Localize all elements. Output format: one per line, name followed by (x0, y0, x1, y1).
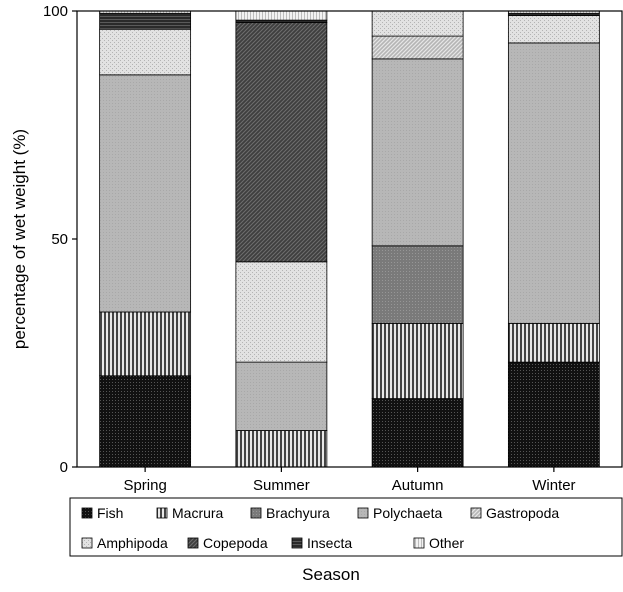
legend-label-copepoda: Copepoda (203, 535, 268, 551)
bar-segment-amphipoda-winter (507, 15, 600, 44)
bar-segment-brachyura-autumn (371, 245, 464, 324)
bar-segment-other-summer (235, 10, 328, 21)
bar-segment-polychaeta-autumn (371, 58, 464, 247)
legend-label-macrura: Macrura (172, 505, 224, 521)
bar-segment-fish-spring (99, 375, 192, 468)
legend-swatch-macrura (156, 507, 168, 519)
legend-item-gastropoda: Gastropoda (470, 505, 559, 521)
bar-stack-winter (507, 10, 600, 468)
legend-swatch-polychaeta (357, 507, 369, 519)
legend-swatch-gastropoda (470, 507, 482, 519)
legend-swatch-insecta (291, 537, 303, 549)
x-axis-title: Season (302, 565, 360, 584)
bars-layer (99, 10, 600, 468)
bar-segment-fish-autumn (371, 398, 464, 468)
legend-swatch-brachyura (250, 507, 262, 519)
bar-stack-summer (235, 10, 328, 468)
bar-segment-insecta-spring (99, 12, 192, 30)
bar-segment-macrura-winter (507, 322, 600, 363)
x-tick-label-autumn: Autumn (392, 477, 444, 494)
legend-label-fish: Fish (97, 505, 123, 521)
bar-segment-polychaeta-spring (99, 74, 192, 313)
legend-layer: Fish Macrura Brachyura Polychaeta Gastropoda… (69, 497, 623, 557)
legend-item-insecta: Insecta (291, 535, 352, 551)
legend-swatch-copepoda (187, 537, 199, 549)
legend-item-other: Other (413, 535, 464, 551)
bar-segment-macrura-autumn (371, 322, 464, 399)
legend-swatch-fish (81, 507, 93, 519)
legend-item-amphipoda: Amphipoda (81, 535, 168, 551)
bar-segment-amphipoda-spring (99, 28, 192, 76)
bar-segment-polychaeta-winter (507, 42, 600, 324)
y-axis-title: percentage of wet weight (%) (10, 129, 29, 349)
y-tick-label-100: 100 (43, 3, 68, 20)
x-tick-label-winter: Winter (532, 477, 575, 494)
bar-segment-macrura-summer (235, 430, 328, 468)
x-tick-label-summer: Summer (253, 477, 310, 494)
bar-segment-copepoda-summer (235, 21, 328, 263)
legend-label-brachyura: Brachyura (266, 505, 330, 521)
bar-stack-spring (99, 10, 192, 468)
legend-item-brachyura: Brachyura (250, 505, 330, 521)
bar-segment-gastropoda-autumn (371, 35, 464, 60)
x-tick-label-spring: Spring (123, 477, 166, 494)
legend-item-macrura: Macrura (156, 505, 224, 521)
bar-segment-macrura-spring (99, 311, 192, 377)
bar-segment-fish-winter (507, 361, 600, 468)
legend-label-polychaeta: Polychaeta (373, 505, 442, 521)
legend-label-other: Other (429, 535, 464, 551)
legend-swatch-amphipoda (81, 537, 93, 549)
y-tick-label-0: 0 (60, 459, 68, 476)
axes-layer: 0 50 100 Spring Summer Autumn Winter (43, 3, 623, 494)
legend-label-insecta: Insecta (307, 535, 352, 551)
legend-swatch-other (413, 537, 425, 549)
bar-stack-autumn (371, 10, 464, 468)
legend-item-fish: Fish (81, 505, 123, 521)
bar-segment-polychaeta-summer (235, 361, 328, 431)
y-tick-label-50: 50 (51, 231, 68, 248)
bar-segment-amphipoda-summer (235, 261, 328, 363)
legend-label-amphipoda: Amphipoda (97, 535, 168, 551)
legend-label-gastropoda: Gastropoda (486, 505, 559, 521)
bar-segment-amphipoda-autumn (371, 10, 464, 37)
legend-item-copepoda: Copepoda (187, 535, 268, 551)
legend-item-polychaeta: Polychaeta (357, 505, 442, 521)
